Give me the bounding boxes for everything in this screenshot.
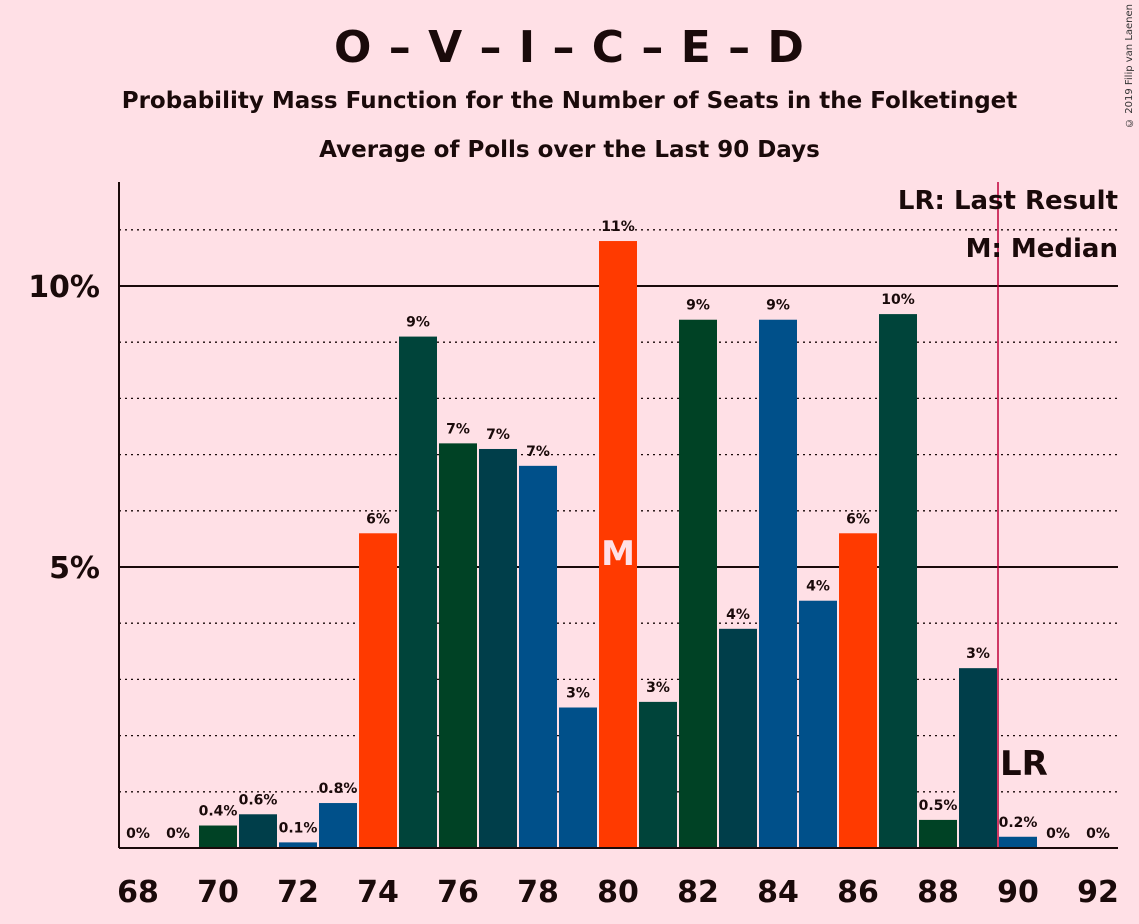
x-tick-label: 72 xyxy=(277,875,319,910)
x-tick-label: 82 xyxy=(677,875,719,910)
x-tick-label: 88 xyxy=(917,875,959,910)
x-tick-label: 90 xyxy=(997,875,1039,910)
x-tick-label: 68 xyxy=(117,875,159,910)
data-label-74: 6% xyxy=(366,511,390,527)
data-label-85: 4% xyxy=(806,579,830,595)
data-label-92: 0% xyxy=(1086,826,1110,842)
data-label-84: 9% xyxy=(766,298,790,314)
x-tick-label: 70 xyxy=(197,875,239,910)
bar-seats-88 xyxy=(919,819,957,848)
bar-seats-79 xyxy=(559,707,597,848)
axes: LR 5% 10% 68 70 72 74 76 78 80 82 84 86 88 90 92 xyxy=(28,182,1119,910)
bar-seats-85 xyxy=(799,600,837,848)
data-label-86: 6% xyxy=(846,511,870,527)
data-label-76: 7% xyxy=(446,421,470,437)
x-tick-label: 84 xyxy=(757,875,799,910)
data-label-78: 7% xyxy=(526,444,550,460)
data-label-89: 3% xyxy=(966,646,990,662)
data-label-83: 4% xyxy=(726,607,750,623)
bar-seats-89 xyxy=(959,668,997,848)
bar-seats-80 xyxy=(599,241,637,849)
bar-seats-76 xyxy=(439,443,477,848)
x-tick-label: 86 xyxy=(837,875,879,910)
data-label-81: 3% xyxy=(646,680,670,696)
x-tick-label: 78 xyxy=(517,875,559,910)
bar-seats-81 xyxy=(639,701,677,848)
bar-seats-77 xyxy=(479,448,517,848)
chart-subtitle-2: Average of Polls over the Last 90 Days xyxy=(319,137,820,163)
chart-subtitle: Probability Mass Function for the Number… xyxy=(121,88,1018,114)
last-result-marker: LR xyxy=(1000,744,1048,784)
y-tick-label: 5% xyxy=(49,551,100,586)
bar-seats-84 xyxy=(759,319,797,849)
bar-seats-83 xyxy=(719,628,757,848)
data-label-77: 7% xyxy=(486,427,510,443)
bar-seats-82 xyxy=(679,319,717,849)
bar-seats-78 xyxy=(519,465,557,848)
bar-seats-71 xyxy=(239,814,277,848)
x-tick-label: 80 xyxy=(597,875,639,910)
data-label-79: 3% xyxy=(566,686,590,702)
x-tick-label: 76 xyxy=(437,875,479,910)
bar-seats-86 xyxy=(839,533,877,848)
data-label-87: 10% xyxy=(881,292,915,308)
median-marker: M xyxy=(601,534,635,574)
data-label-73: 0.8% xyxy=(319,781,358,797)
data-label-80: 11% xyxy=(601,219,635,235)
data-label-71: 0.6% xyxy=(239,792,278,808)
y-tick-label: 10% xyxy=(28,270,100,305)
data-label-82: 9% xyxy=(686,298,710,314)
x-tick-label: 92 xyxy=(1077,875,1119,910)
bar-seats-75 xyxy=(399,336,437,848)
x-tick-label: 74 xyxy=(357,875,399,910)
bar-seats-87 xyxy=(879,314,917,849)
data-label-69: 0% xyxy=(166,826,190,842)
legend-last-result: LR: Last Result xyxy=(898,186,1118,216)
data-label-68: 0% xyxy=(126,826,150,842)
bars xyxy=(199,241,1037,849)
data-label-75: 9% xyxy=(406,315,430,331)
bar-seats-90 xyxy=(999,836,1037,848)
data-label-88: 0.5% xyxy=(919,798,958,814)
data-labels: 0% 0% 0.4%0.6%0.1% 0.8% 6% 9% 7% 7% 7% 3% 11% M 3% 9%… xyxy=(126,219,1110,842)
data-label-72: 0.1% xyxy=(279,820,318,836)
data-label-70: 0.4% xyxy=(199,804,238,820)
data-label-90: 0.2% xyxy=(999,815,1038,831)
legend-median: M: Median xyxy=(966,234,1118,264)
chart-title: O – V – I – C – E – D xyxy=(334,22,805,73)
legend: LR: Last Result M: Median xyxy=(898,186,1118,264)
data-label-91: 0% xyxy=(1046,826,1070,842)
bar-seats-74 xyxy=(359,533,397,848)
bar-seats-72 xyxy=(279,842,317,848)
bar-seats-70 xyxy=(199,825,237,848)
bar-seats-73 xyxy=(319,803,357,848)
